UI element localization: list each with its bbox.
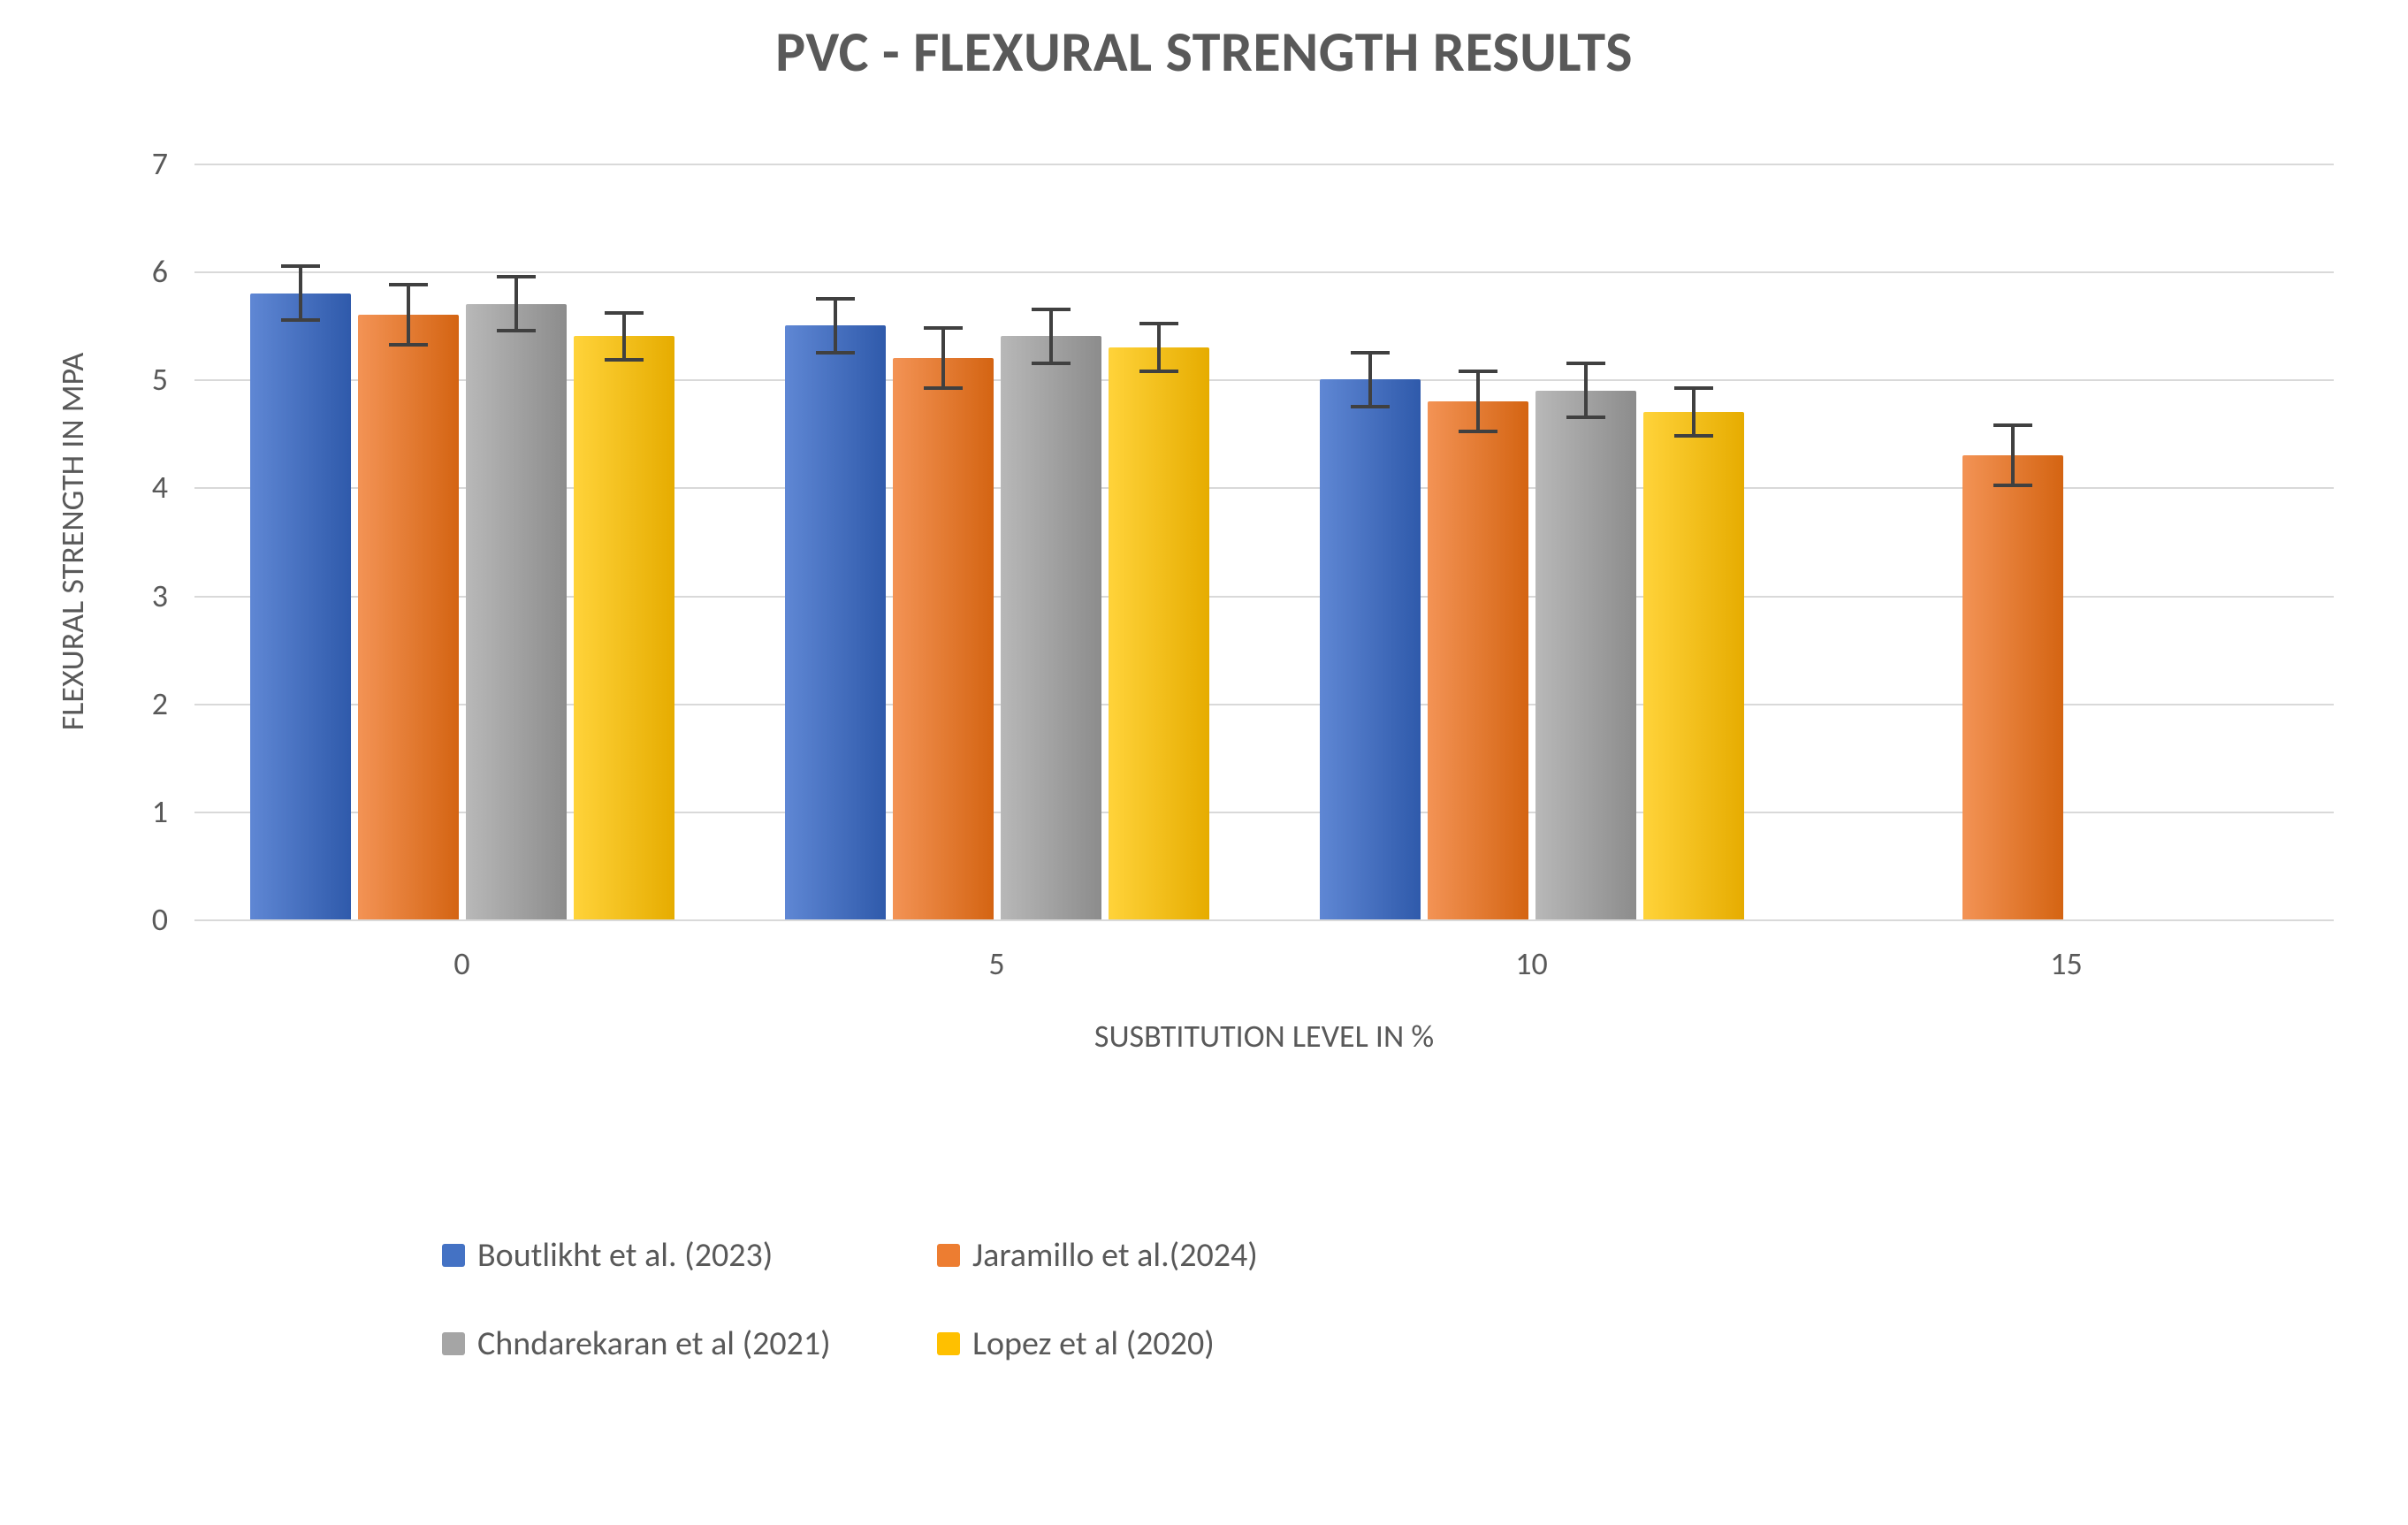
error-bar-cap <box>1139 322 1178 325</box>
error-bar-cap <box>1674 434 1713 438</box>
y-tick-label: 7 <box>0 144 168 183</box>
y-tick-label: 1 <box>0 792 168 831</box>
error-bar <box>407 285 410 345</box>
legend-label: Chndarekaran et al (2021) <box>477 1323 831 1364</box>
bar <box>1535 391 1636 920</box>
error-bar-cap <box>605 358 644 362</box>
x-axis-title: SUSBTITUTION LEVEL IN % <box>194 1017 2334 1056</box>
error-bar-cap <box>1351 405 1390 408</box>
error-bar-cap <box>497 329 536 332</box>
legend-row: Chndarekaran et al (2021) Lopez et al (20… <box>442 1308 1432 1397</box>
error-bar-cap <box>281 318 320 322</box>
y-tick-label: 4 <box>0 468 168 507</box>
bar <box>358 315 459 919</box>
y-tick-label: 2 <box>0 684 168 723</box>
y-tick-label: 3 <box>0 576 168 615</box>
bar <box>1001 336 1101 919</box>
error-bar-cap <box>1566 362 1605 365</box>
error-bar-cap <box>1459 430 1497 433</box>
x-tick-label: 0 <box>453 944 469 983</box>
legend-swatch <box>937 1244 960 1267</box>
error-bar-cap <box>1351 351 1390 355</box>
x-tick-label: 5 <box>988 944 1004 983</box>
error-bar-cap <box>1139 370 1178 373</box>
x-tick-label: 15 <box>2050 944 2083 983</box>
legend-item: Chndarekaran et al (2021) <box>442 1308 937 1379</box>
error-bar-cap <box>1566 416 1605 419</box>
bar <box>1962 455 2063 919</box>
error-bar <box>1049 309 1053 363</box>
bar <box>1428 401 1528 919</box>
error-bar-cap <box>1993 484 2032 487</box>
legend-swatch <box>937 1332 960 1355</box>
error-bar-cap <box>1459 370 1497 373</box>
error-bar <box>1692 388 1696 436</box>
legend-label: Lopez et al (2020) <box>972 1323 1215 1364</box>
legend-label: Jaramillo et al.(2024) <box>972 1235 1258 1276</box>
error-bar <box>2011 425 2015 485</box>
legend-swatch <box>442 1332 465 1355</box>
bar <box>785 325 886 919</box>
error-bar <box>941 328 945 388</box>
y-tick-label: 6 <box>0 252 168 291</box>
error-bar <box>514 277 518 331</box>
error-bar-cap <box>1674 386 1713 390</box>
error-bar <box>1157 324 1161 371</box>
error-bar <box>1368 353 1372 407</box>
bar <box>893 358 994 919</box>
error-bar-cap <box>1032 308 1071 311</box>
y-tick-label: 0 <box>0 900 168 939</box>
error-bar-cap <box>389 343 428 347</box>
error-bar-cap <box>816 351 855 355</box>
gridline <box>194 271 2334 273</box>
error-bar-cap <box>816 297 855 301</box>
error-bar <box>622 313 626 361</box>
error-bar <box>834 299 837 353</box>
chart-container: PVC - FLEXURAL STRENGTH RESULTS FLEXURAL… <box>0 0 2408 1525</box>
legend: Boutlikht et al. (2023) Jaramillo et al.(… <box>442 1220 1432 1397</box>
error-bar-cap <box>605 311 644 315</box>
legend-item: Boutlikht et al. (2023) <box>442 1220 937 1291</box>
legend-row: Boutlikht et al. (2023) Jaramillo et al.(… <box>442 1220 1432 1308</box>
x-tick-label: 10 <box>1515 944 1548 983</box>
error-bar-cap <box>1993 423 2032 427</box>
error-bar-cap <box>924 326 963 330</box>
error-bar-cap <box>924 386 963 390</box>
error-bar-cap <box>497 275 536 278</box>
legend-swatch <box>442 1244 465 1267</box>
bar <box>1109 347 1209 919</box>
bar <box>1320 379 1421 919</box>
bar <box>1643 412 1744 919</box>
bar <box>574 336 674 919</box>
error-bar-cap <box>1032 362 1071 365</box>
bar <box>250 294 351 919</box>
gridline <box>194 919 2334 921</box>
error-bar-cap <box>281 264 320 268</box>
error-bar <box>299 266 302 320</box>
bar <box>466 304 567 919</box>
y-tick-label: 5 <box>0 360 168 399</box>
gridline <box>194 164 2334 165</box>
legend-label: Boutlikht et al. (2023) <box>477 1235 773 1276</box>
error-bar <box>1476 371 1480 431</box>
plot-area <box>194 164 2334 919</box>
legend-item: Lopez et al (2020) <box>937 1308 1432 1379</box>
chart-title: PVC - FLEXURAL STRENGTH RESULTS <box>0 18 2408 87</box>
legend-item: Jaramillo et al.(2024) <box>937 1220 1432 1291</box>
error-bar <box>1584 363 1588 417</box>
error-bar-cap <box>389 283 428 286</box>
